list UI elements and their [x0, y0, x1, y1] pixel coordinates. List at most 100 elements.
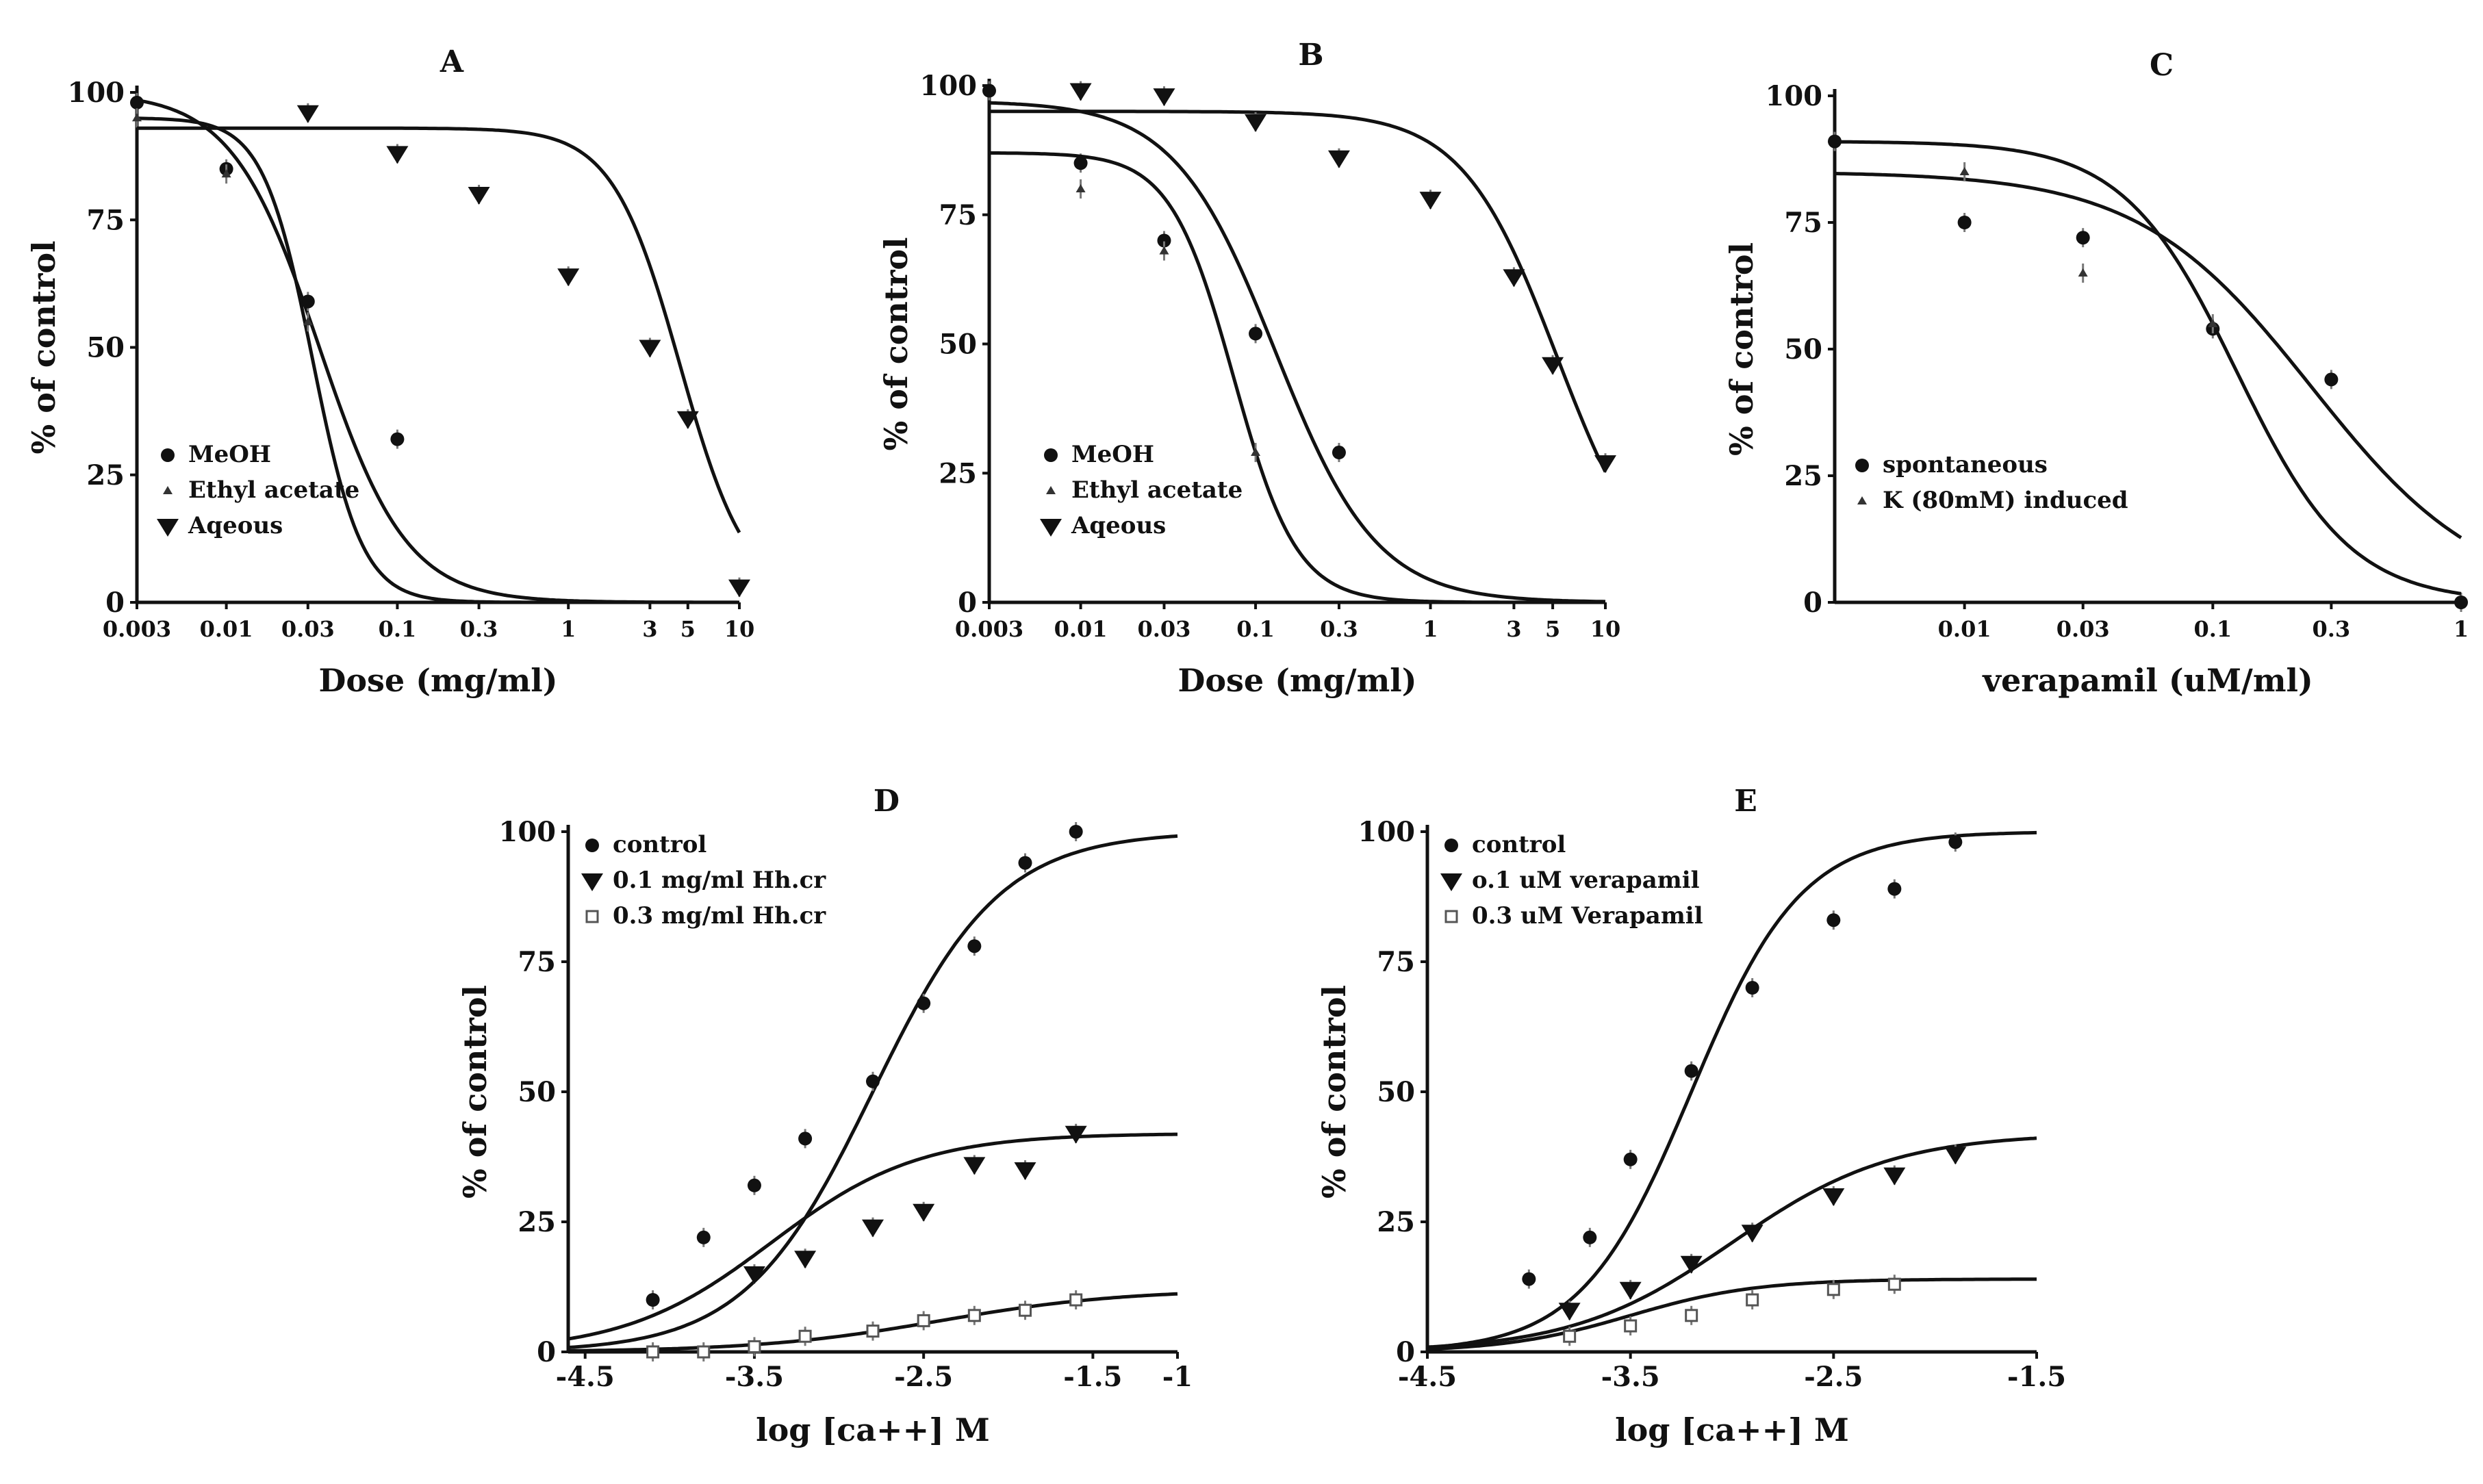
data-point [2076, 231, 2090, 245]
data-point [130, 95, 144, 110]
y-tick-label: 25 [518, 1206, 556, 1238]
legend-marker [1857, 496, 1867, 504]
y-tick-label: 50 [518, 1076, 556, 1108]
data-point [1826, 913, 1841, 928]
x-tick-label: -1.5 [1063, 1361, 1122, 1393]
legend-entry: K (80mM) induced [1857, 487, 2128, 514]
y-axis-title: % of control [25, 241, 62, 455]
legend-entry: spontaneous [1855, 451, 2048, 478]
y-axis-title: % of control [1316, 985, 1353, 1199]
data-point [747, 1178, 761, 1192]
x-axis-title: Dose (mg/ml) [318, 662, 557, 699]
panel-b: B 0 25 50 75 100 0.003 0.01 0.03 0.1 0.3 1 3 5 10 % of … [878, 38, 1620, 699]
data-point [468, 187, 490, 205]
legend-entry: Aqeous [1040, 512, 1166, 539]
legend-marker [1444, 910, 1458, 923]
data-point [296, 105, 319, 123]
x-axis-title: log [ca++] M [756, 1411, 990, 1448]
y-tick-label: 75 [939, 199, 977, 231]
data-point [2454, 596, 2468, 609]
panel-c: C 0 25 50 75 100 0.01 0.03 0.1 0.3 1 % of control ve… [1723, 48, 2469, 699]
data-point [696, 1230, 711, 1244]
data-point [1018, 856, 1032, 870]
y-tick-label: 0 [105, 587, 125, 619]
x-tick-label: 0.003 [103, 616, 171, 642]
data-point [1685, 1309, 1698, 1322]
fit-curve [989, 101, 1606, 604]
x-tick-label: -4.5 [1398, 1361, 1457, 1393]
data-point [967, 939, 982, 954]
data-point [1883, 1167, 1906, 1186]
data-point [2324, 372, 2339, 387]
fit-curve [989, 151, 1605, 604]
data-point [1249, 327, 1263, 341]
data-point [1623, 1152, 1638, 1166]
data-point [748, 1340, 761, 1353]
data-point [1075, 184, 1086, 192]
x-tick-label: 0.01 [200, 616, 253, 642]
fit-curve [1427, 1277, 2037, 1351]
y-tick-label: 0 [1396, 1336, 1415, 1368]
data-point [1065, 1125, 1087, 1144]
y-tick-label: 75 [518, 946, 556, 978]
x-tick-label: 10 [724, 616, 755, 642]
series-ethyl-acetate [989, 151, 1605, 604]
x-tick-label: -4.5 [556, 1361, 615, 1393]
data-point [646, 1345, 660, 1359]
data-point [1069, 825, 1083, 839]
legend-entry: 0.3 uM Verapamil [1444, 902, 1703, 930]
y-tick-label: 0 [958, 587, 977, 619]
legend-entry: control [585, 831, 706, 858]
panel-e: E 0 25 50 75 100 -4.5 -3.5 -2.5 -1.5 % of control l… [1316, 784, 2066, 1448]
x-axis-title: verapamil (uM/ml) [1982, 662, 2313, 699]
data-point [1014, 1162, 1036, 1180]
fit-curve [136, 116, 739, 604]
data-point [2208, 319, 2218, 327]
data-point [967, 1309, 981, 1322]
x-tick-label: 0.1 [379, 616, 417, 642]
data-point [1684, 1064, 1698, 1078]
data-point [1159, 246, 1169, 255]
x-tick-label: -1 [1162, 1361, 1193, 1393]
series-0-1-mg-ml-hh-cr [568, 1123, 1177, 1341]
fit-curve [1835, 140, 2462, 596]
legend-label: Ethyl acetate [1071, 476, 1243, 504]
panel-title: D [874, 784, 900, 819]
series-o-1-um-verapamil [1427, 1136, 2037, 1349]
x-tick-label: 3 [642, 616, 657, 642]
y-axis-title: % of control [878, 238, 915, 451]
data-point [1503, 269, 1525, 287]
x-tick-label: -2.5 [1804, 1361, 1863, 1393]
panel-title: B [1298, 38, 1323, 73]
fit-curve [568, 834, 1178, 1350]
legend-marker [163, 486, 173, 494]
y-tick-label: 75 [1377, 946, 1415, 978]
data-point [1245, 114, 1267, 132]
series-0-3-mg-ml-hh-cr [568, 1290, 1178, 1361]
x-tick-label: 0.3 [2313, 616, 2351, 642]
data-point [1594, 455, 1616, 474]
y-tick-label: 100 [499, 816, 557, 848]
legend-label: control [1472, 831, 1566, 858]
data-point [1542, 357, 1564, 375]
data-point [728, 579, 750, 598]
data-point [798, 1329, 812, 1343]
x-tick-label: -1.5 [2007, 1361, 2066, 1393]
x-tick-label: 10 [1590, 616, 1621, 642]
x-tick-label: 5 [1545, 616, 1560, 642]
x-tick-label: 5 [680, 616, 696, 642]
y-tick-label: 50 [1784, 333, 1822, 366]
y-tick-label: 75 [86, 204, 125, 236]
data-point [917, 1314, 930, 1327]
data-point [301, 294, 315, 309]
x-tick-label: 0.03 [2057, 616, 2110, 642]
data-point [913, 1203, 935, 1222]
data-point [798, 1131, 813, 1146]
legend-label: 0.1 mg/ml Hh.cr [613, 867, 826, 894]
data-point [866, 1074, 880, 1088]
y-tick-label: 100 [1766, 80, 1823, 112]
data-point [1069, 83, 1092, 101]
data-point [1746, 1293, 1759, 1307]
data-point [963, 1157, 986, 1175]
legend-label: o.1 uM verapamil [1472, 867, 1700, 894]
